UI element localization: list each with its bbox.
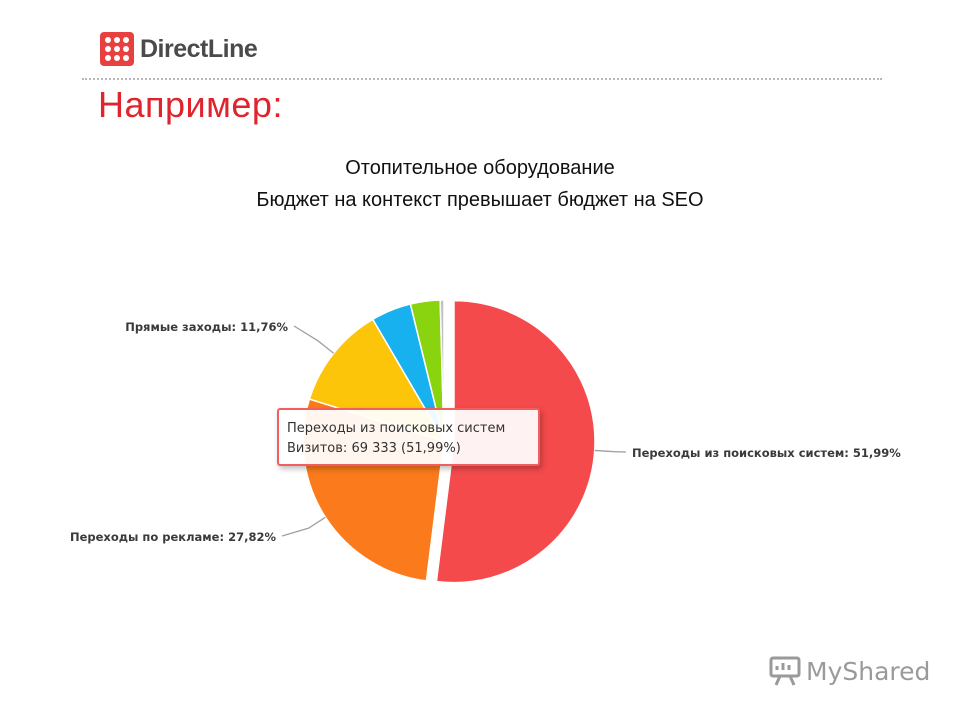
logo-text: DirectLine: [140, 34, 258, 63]
tooltip-value-label: Визитов:: [287, 441, 348, 456]
connector-line-1: [594, 449, 627, 453]
chart-subtitle-line2: Бюджет на контекст превышает бюджет на S…: [256, 189, 704, 211]
tooltip-value-text: 69 333 (51,99%): [351, 441, 461, 456]
directline-logo: DirectLine: [100, 32, 258, 66]
connector-line-2: [281, 516, 326, 537]
myshared-watermark: MyShared: [768, 655, 930, 687]
slice-label-1: Переходы из поисковых систем: 51,99%: [632, 446, 901, 460]
tooltip-value: Визитов: 69 333 (51,99%): [287, 439, 538, 459]
presentation-board-icon: [769, 656, 801, 686]
slice-label-2: Переходы по рекламе: 27,82%: [70, 530, 277, 544]
watermark-text: MyShared: [806, 656, 931, 686]
header-divider: [82, 78, 882, 80]
connector-line-3: [293, 325, 335, 354]
slide-title: Например:: [98, 84, 283, 125]
logo-mark-icon: [100, 32, 134, 66]
chart-tooltip: Переходы из поисковых систем Визитов: 69…: [277, 408, 540, 466]
slice-label-3: Прямые заходы: 11,76%: [125, 320, 288, 334]
tooltip-title: Переходы из поисковых систем: [287, 421, 506, 436]
pie-slice-6[interactable]: [439, 299, 445, 442]
chart-subtitle-line1: Отопительное оборудование: [345, 157, 615, 179]
